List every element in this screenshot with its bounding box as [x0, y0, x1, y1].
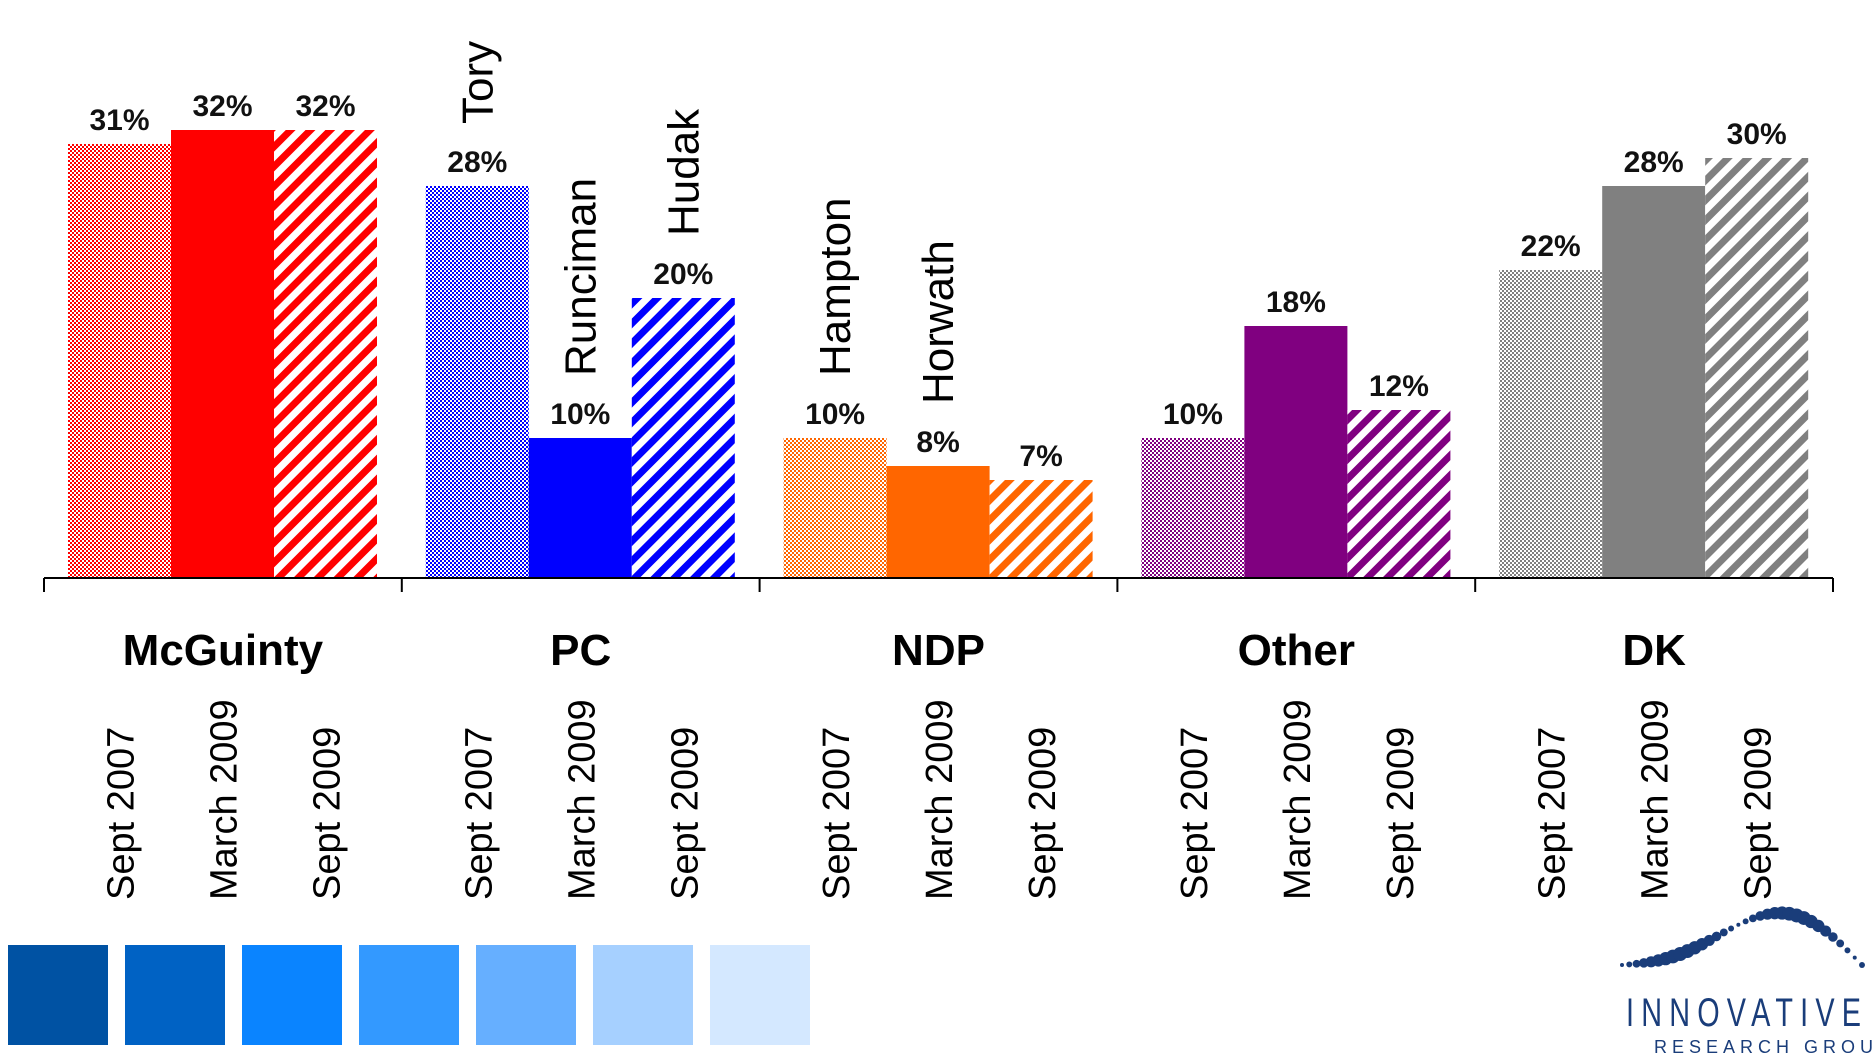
- bar-other-march-2009: [1244, 326, 1348, 578]
- category-label-mcguinty: McGuinty: [123, 626, 324, 675]
- tick-label-sept-2007: Sept 2007: [1174, 727, 1216, 900]
- tick-label-sept-2007: Sept 2007: [458, 727, 500, 900]
- swatch-block: [8, 945, 108, 1045]
- bar-other-sept-2007: [1141, 438, 1245, 578]
- bar-other-sept-2009: [1347, 410, 1451, 578]
- tick-label-sept-2007: Sept 2007: [816, 727, 858, 900]
- bar-ndp-sept-2007: [783, 438, 887, 578]
- leader-name-hudak: Hudak: [659, 108, 708, 236]
- logo-name: INNOVATIVE: [1626, 991, 1869, 1035]
- tick-label-sept-2009: Sept 2009: [664, 727, 706, 900]
- tick-label-sept-2007: Sept 2007: [1532, 727, 1574, 900]
- data-label-other-march-2009: 18%: [1266, 286, 1326, 319]
- bar-dk-march-2009: [1602, 186, 1706, 578]
- leader-name-runciman: Runciman: [556, 178, 605, 376]
- category-label-other: Other: [1238, 626, 1355, 675]
- swatch-block: [476, 945, 576, 1045]
- data-label-dk-march-2009: 28%: [1624, 146, 1684, 179]
- tick-label-sept-2009: Sept 2009: [1022, 727, 1064, 900]
- category-label-dk: DK: [1622, 626, 1686, 675]
- bar-pc-sept-2007: [425, 186, 529, 578]
- bar-dk-sept-2009: [1705, 158, 1809, 578]
- bar-mcguinty-march-2009: [171, 130, 274, 578]
- company-logo: INNOVATIVE RESEARCH GROUP: [1610, 905, 1875, 1057]
- data-label-mcguinty-sept-2007: 31%: [89, 104, 149, 137]
- tick-label-sept-2007: Sept 2007: [101, 727, 143, 900]
- data-label-other-sept-2007: 10%: [1163, 398, 1223, 431]
- data-label-pc-sept-2009: 20%: [653, 258, 713, 291]
- data-label-ndp-sept-2007: 10%: [805, 398, 865, 431]
- bar-mcguinty-sept-2007: [68, 144, 171, 578]
- data-label-ndp-march-2009: 8%: [916, 426, 959, 459]
- bar-pc-sept-2009: [631, 298, 735, 578]
- tick-label-march-2009: March 2009: [1635, 699, 1677, 900]
- bar-pc-march-2009: [528, 438, 632, 578]
- tick-label-march-2009: March 2009: [561, 699, 603, 900]
- data-label-other-sept-2009: 12%: [1369, 370, 1429, 403]
- data-label-dk-sept-2009: 30%: [1727, 118, 1787, 151]
- logo-subtitle: RESEARCH GROUP: [1654, 1037, 1875, 1057]
- swatch-block: [125, 945, 225, 1045]
- category-label-ndp: NDP: [892, 626, 985, 675]
- tick-label-march-2009: March 2009: [919, 699, 961, 900]
- logo-dots-icon: [1620, 906, 1865, 968]
- tick-label-march-2009: March 2009: [204, 699, 246, 900]
- tick-label-sept-2009: Sept 2009: [1738, 727, 1780, 900]
- bar-dk-sept-2007: [1499, 270, 1603, 578]
- leader-name-hampton: Hampton: [811, 197, 860, 376]
- bar-mcguinty-sept-2009: [274, 130, 377, 578]
- leader-name-horwath: Horwath: [914, 240, 963, 404]
- leader-name-tory: Tory: [453, 41, 502, 124]
- data-label-mcguinty-sept-2009: 32%: [295, 90, 355, 123]
- swatch-block: [710, 945, 810, 1045]
- x-axis: [43, 577, 1834, 592]
- tick-label-sept-2009: Sept 2009: [307, 727, 349, 900]
- data-label-mcguinty-march-2009: 32%: [192, 90, 252, 123]
- bar-ndp-sept-2009: [989, 480, 1093, 578]
- data-label-pc-march-2009: 10%: [550, 398, 610, 431]
- labels-layer: 31% Sept 2007 32% March 2009 32% Sept 2009 McG…: [89, 41, 1786, 900]
- data-label-ndp-sept-2009: 7%: [1019, 440, 1062, 473]
- data-label-dk-sept-2007: 22%: [1521, 230, 1581, 263]
- bar-ndp-march-2009: [886, 466, 990, 578]
- category-label-pc: PC: [550, 626, 611, 675]
- tick-label-march-2009: March 2009: [1277, 699, 1319, 900]
- tick-label-sept-2009: Sept 2009: [1380, 727, 1422, 900]
- data-label-pc-sept-2007: 28%: [447, 146, 507, 179]
- swatch-block: [242, 945, 342, 1045]
- swatch-block: [593, 945, 693, 1045]
- bars-layer: [68, 130, 1809, 578]
- swatch-block: [359, 945, 459, 1045]
